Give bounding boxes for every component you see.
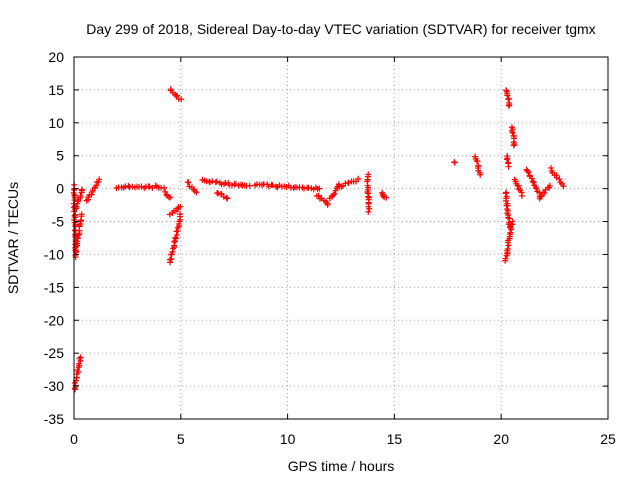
data-point	[177, 203, 184, 210]
data-point	[355, 175, 362, 182]
x-tick-label: 10	[280, 431, 296, 447]
data-point	[547, 164, 554, 171]
data-point	[162, 188, 169, 195]
data-point	[96, 176, 103, 183]
data-point	[78, 186, 85, 193]
data-point	[246, 182, 253, 189]
data-point	[510, 142, 517, 149]
data-point	[301, 185, 308, 192]
x-tick-label: 15	[387, 431, 403, 447]
data-point	[505, 214, 512, 221]
data-point	[166, 256, 173, 263]
y-tick-label: -5	[52, 214, 65, 230]
y-tick-label: 5	[56, 148, 64, 164]
y-tick-label: -20	[44, 312, 64, 328]
data-point	[77, 354, 84, 361]
x-tick-label: 20	[493, 431, 509, 447]
data-point	[77, 193, 84, 200]
data-point	[161, 184, 168, 191]
data-point	[383, 194, 390, 201]
y-axis-label: SDTVAR / TECUs	[5, 182, 21, 294]
data-point	[125, 183, 132, 190]
data-point	[518, 192, 525, 199]
data-point	[170, 245, 177, 252]
data-point	[366, 205, 373, 212]
y-tick-label: -35	[44, 411, 64, 427]
data-point	[502, 255, 509, 262]
data-point	[269, 182, 276, 189]
data-point	[167, 194, 174, 201]
data-point	[185, 179, 192, 186]
data-point	[560, 183, 567, 190]
data-point	[505, 102, 512, 109]
data-point	[93, 182, 100, 189]
y-tick-label: 15	[48, 82, 64, 98]
data-point	[528, 175, 535, 182]
y-tick-label: 10	[48, 115, 64, 131]
data-point	[504, 92, 511, 99]
data-point	[556, 176, 563, 183]
data-point	[474, 158, 481, 165]
data-point	[149, 184, 156, 191]
data-point	[152, 182, 159, 189]
data-point	[78, 211, 85, 218]
x-tick-label: 0	[70, 431, 78, 447]
grid-lines	[74, 57, 608, 419]
data-point	[451, 159, 458, 166]
data-point	[546, 182, 553, 189]
data-point	[364, 193, 371, 200]
data-point	[511, 141, 518, 148]
y-tick-label: -30	[44, 378, 64, 394]
data-point	[502, 190, 509, 197]
data-point	[330, 192, 337, 199]
data-point	[380, 192, 387, 199]
data-point	[345, 179, 352, 186]
data-point	[223, 194, 230, 201]
data-point	[174, 92, 181, 99]
y-tick-label: -15	[44, 279, 64, 295]
data-point	[538, 193, 545, 200]
data-point	[533, 185, 540, 192]
data-point	[193, 189, 200, 196]
data-point	[171, 239, 178, 246]
axis-ticks: 0 5 10 15 20 25 -35 -30 -25 -20 -15 -10 -5 0 5 10 15 20	[44, 49, 616, 447]
data-point	[509, 218, 516, 225]
data-point	[537, 193, 544, 200]
x-axis-label: GPS time / hours	[288, 458, 395, 474]
data-point	[315, 192, 322, 199]
chart-title: Day 299 of 2018, Sidereal Day-to-day VTE…	[86, 21, 595, 37]
data-point	[503, 156, 510, 163]
data-point	[365, 208, 372, 215]
data-point	[73, 203, 80, 210]
data-point	[324, 201, 331, 208]
x-tick-label: 5	[177, 431, 185, 447]
data-point	[177, 211, 184, 218]
data-point	[316, 185, 323, 192]
data-points	[70, 86, 567, 393]
data-point	[477, 171, 484, 178]
data-point	[509, 129, 516, 136]
data-point	[220, 193, 227, 200]
data-point	[529, 178, 536, 185]
data-point	[505, 96, 512, 103]
plot-frame	[73, 56, 609, 420]
data-point	[178, 96, 185, 103]
x-tick-label: 25	[600, 431, 616, 447]
data-point	[172, 235, 179, 242]
data-point	[525, 169, 532, 176]
y-tick-label: -10	[44, 246, 64, 262]
data-point	[214, 178, 221, 185]
data-point	[505, 163, 512, 170]
data-point	[146, 183, 153, 190]
data-point	[88, 191, 95, 198]
data-point	[541, 189, 548, 196]
data-point	[331, 190, 338, 197]
y-tick-label: 0	[56, 181, 64, 197]
data-point	[224, 195, 231, 202]
y-tick-label: 20	[48, 49, 64, 65]
data-point	[504, 245, 511, 252]
y-tick-label: -25	[44, 345, 64, 361]
